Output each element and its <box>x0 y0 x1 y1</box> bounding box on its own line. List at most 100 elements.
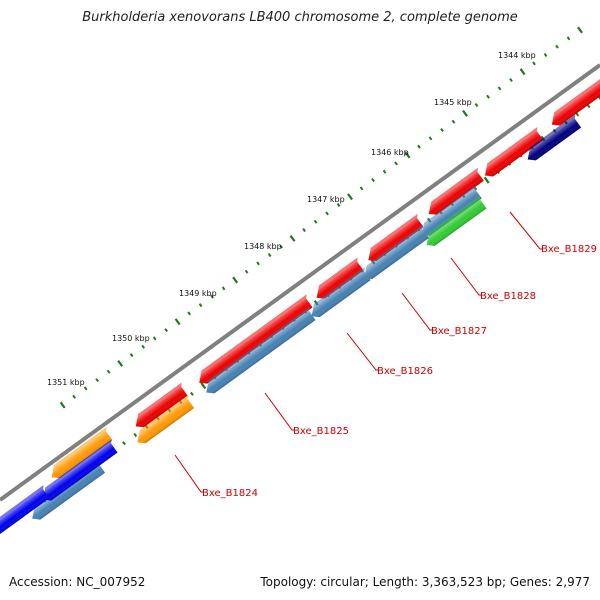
genome-summary: Topology: circular; Length: 3,363,523 bp… <box>260 575 590 589</box>
gene-feature-steel[interactable] <box>201 306 318 397</box>
outer-scale-tick <box>210 294 214 299</box>
outer-scale-tick <box>532 61 536 66</box>
outer-scale-tick <box>302 228 306 233</box>
outer-scale-tick <box>244 269 249 274</box>
outer-scale-tick <box>187 311 191 316</box>
gene-feature-red[interactable] <box>131 382 190 430</box>
outer-scale-tick <box>347 193 353 201</box>
outer-scale-tick <box>404 151 411 159</box>
gene-label[interactable]: Bxe_B1826 <box>377 366 433 377</box>
scale-label: 1346 kbp <box>371 148 409 157</box>
scale-ticks-outer <box>59 26 583 409</box>
inner-scale-tick <box>133 432 138 437</box>
outer-scale-tick <box>451 119 456 124</box>
outer-scale-tick <box>141 344 146 349</box>
gene-feature-navy[interactable] <box>523 114 584 163</box>
scale-label: 1350 kbp <box>112 334 150 343</box>
gene-callout-line <box>401 292 433 331</box>
outer-scale-tick <box>509 78 513 82</box>
outer-scale-tick <box>325 211 329 216</box>
outer-scale-tick <box>440 128 444 132</box>
inner-scale-tick <box>483 176 490 184</box>
gene-callout-line <box>509 211 543 250</box>
inner-scale-tick <box>190 391 194 396</box>
outer-scale-tick <box>543 53 548 57</box>
outer-scale-tick <box>577 26 583 34</box>
gene-feature-green[interactable] <box>422 195 489 249</box>
outer-scale-tick <box>555 44 559 49</box>
inner-scale-tick <box>200 382 207 390</box>
gene-feature-steel[interactable] <box>417 185 484 239</box>
outer-scale-tick <box>152 336 157 341</box>
outer-scale-tick <box>486 94 490 99</box>
gene-feature-steel[interactable] <box>359 224 431 283</box>
outer-scale-tick <box>232 276 239 284</box>
gene-feature-red[interactable] <box>363 213 425 265</box>
outer-scale-tick <box>497 86 502 91</box>
scale-label: 1345 kbp <box>434 98 472 107</box>
scale-label: 1347 kbp <box>307 195 345 204</box>
gene-feature-red[interactable] <box>312 257 366 302</box>
inner-scale-tick <box>586 104 591 109</box>
gene-callout-line <box>450 257 482 296</box>
outer-scale-tick <box>95 378 99 383</box>
outer-scale-tick <box>164 328 168 333</box>
outer-scale-tick <box>519 68 526 76</box>
gene-feature-red[interactable] <box>480 126 546 180</box>
outer-scale-tick <box>256 261 260 266</box>
outer-scale-tick <box>428 136 433 141</box>
outer-scale-tick <box>566 36 571 41</box>
outer-scale-tick <box>106 369 111 374</box>
gene-callout-line <box>174 454 204 493</box>
outer-scale-tick <box>174 318 181 326</box>
outer-scale-tick <box>279 244 283 249</box>
outer-scale-tick <box>267 253 272 258</box>
gene-callouts: Bxe_B1829 Bxe_B1828 Bxe_B1827 Bxe_B1826 Bxe_… <box>174 211 597 499</box>
outer-scale-tick <box>336 203 341 208</box>
outer-scale-tick <box>289 234 296 242</box>
map-title: Burkholderia xenovorans LB400 chromosome… <box>82 10 518 25</box>
outer-scale-tick <box>417 144 421 149</box>
gene-feature-blue[interactable] <box>0 485 52 549</box>
gene-feature-orange[interactable] <box>47 427 115 482</box>
outer-scale-tick <box>359 186 364 191</box>
scale-label: 1344 kbp <box>498 51 536 60</box>
outer-scale-tick <box>313 219 318 224</box>
outer-scale-tick <box>474 102 479 108</box>
outer-scale-tick <box>394 161 398 166</box>
scale-label: 1351 kbp <box>47 378 85 387</box>
gene-label[interactable]: Bxe_B1824 <box>202 488 258 499</box>
outer-scale-tick <box>59 401 66 409</box>
inner-scale-tick <box>122 441 126 446</box>
outer-scale-tick <box>221 286 226 291</box>
gene-label[interactable]: Bxe_B1827 <box>431 326 487 337</box>
scale-labels: 1344 kbp 1345 kbp 1346 kbp 1347 kbp 1348 kbp… <box>47 51 536 387</box>
gene-feature-red[interactable] <box>194 294 315 387</box>
gene-label[interactable]: Bxe_B1829 <box>541 244 597 255</box>
chromosome-backbone <box>0 63 600 502</box>
feature-tracks <box>0 75 600 549</box>
gene-label[interactable]: Bxe_B1825 <box>293 426 349 437</box>
inner-scale-tick <box>575 112 580 117</box>
gene-feature-steel[interactable] <box>307 267 374 321</box>
outer-scale-tick <box>83 386 88 391</box>
outer-scale-tick <box>462 109 468 117</box>
gene-callout-line <box>264 392 295 431</box>
outer-scale-tick <box>129 353 134 358</box>
scale-label: 1349 kbp <box>179 289 217 298</box>
outer-scale-tick <box>382 169 387 174</box>
accession-text: Accession: NC_007952 <box>9 575 146 589</box>
gene-feature-orange[interactable] <box>132 394 196 447</box>
gene-callout-line <box>346 332 379 371</box>
outer-scale-tick <box>371 178 375 183</box>
outer-scale-tick <box>72 394 77 399</box>
gene-feature-blue[interactable] <box>38 439 120 504</box>
gene-feature-red[interactable] <box>424 167 486 219</box>
outer-scale-tick <box>198 303 203 308</box>
gene-feature-red[interactable] <box>547 75 600 129</box>
gene-label[interactable]: Bxe_B1828 <box>480 291 536 302</box>
outer-scale-tick <box>117 359 124 367</box>
scale-label: 1348 kbp <box>244 242 282 251</box>
